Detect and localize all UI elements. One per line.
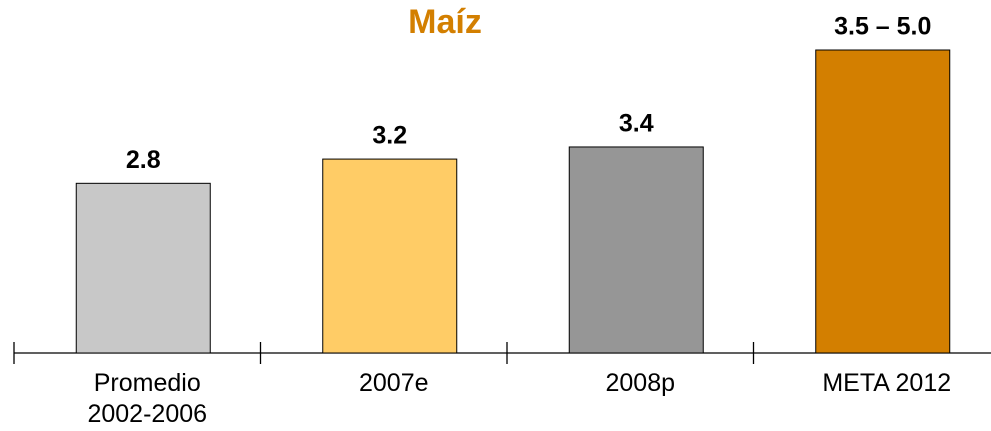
chart-title: Maíz (408, 3, 482, 41)
bar (815, 49, 951, 354)
bar (75, 182, 211, 354)
x-tick-label: 2007e (358, 369, 429, 397)
bar (322, 158, 458, 354)
x-tick-label: 2008p (605, 369, 676, 397)
value-label: 3.5 – 5.0 (834, 13, 931, 41)
value-label: 3.4 (619, 110, 654, 138)
bar (568, 146, 704, 354)
value-label: 3.2 (372, 122, 407, 150)
x-tick-label: Promedio 2002-2006 (87, 369, 208, 428)
value-label: 2.8 (126, 146, 161, 174)
x-tick-label: META 2012 (822, 369, 952, 397)
